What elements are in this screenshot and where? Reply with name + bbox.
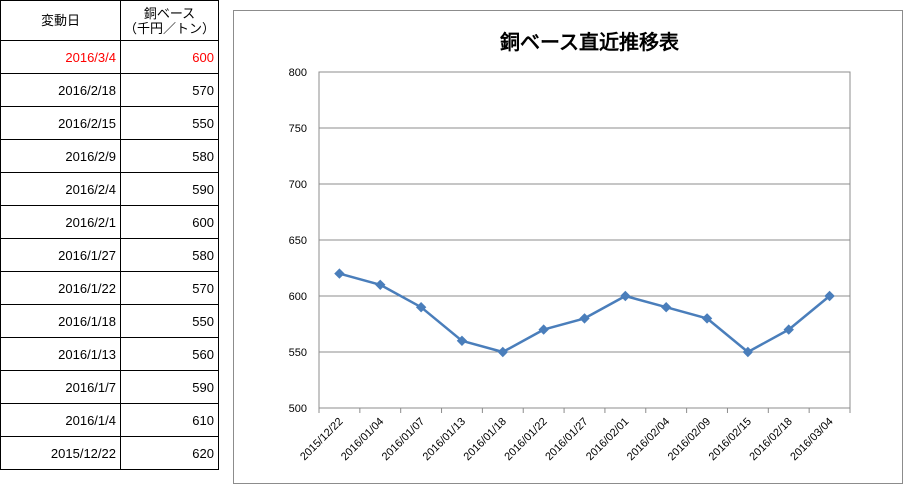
x-tick-label: 2016/01/18 — [462, 416, 509, 463]
data-point-marker — [660, 301, 672, 313]
y-tick-label: 700 — [289, 179, 307, 191]
data-point-marker — [415, 301, 427, 313]
x-tick-label: 2016/01/13 — [421, 416, 468, 463]
row-price: 600 — [120, 40, 219, 74]
table-row: 2016/2/4 590 — [0, 172, 219, 206]
x-tick-label: 2016/02/04 — [625, 416, 672, 463]
y-tick-label: 600 — [289, 291, 307, 303]
row-price: 590 — [120, 172, 219, 206]
table-row: 2016/2/15 550 — [0, 106, 219, 140]
table-row: 2016/1/18 550 — [0, 304, 219, 338]
data-point-marker — [538, 324, 549, 335]
row-date: 2016/2/9 — [0, 139, 121, 173]
y-tick-label: 800 — [289, 67, 307, 79]
row-price: 570 — [120, 271, 219, 305]
row-date: 2016/2/4 — [0, 172, 121, 206]
table-row: 2016/1/7 590 — [0, 370, 219, 404]
table-row-highlighted: 2016/3/4 600 — [0, 40, 219, 74]
price-header-line1: 銅ベース — [143, 5, 196, 21]
x-tick-label: 2016/01/22 — [502, 416, 549, 463]
row-date: 2016/1/18 — [0, 304, 121, 338]
x-tick-label: 2016/02/18 — [747, 416, 794, 463]
row-price: 580 — [120, 238, 219, 272]
data-point-marker — [375, 279, 386, 291]
data-point-marker — [579, 313, 590, 324]
data-point-marker — [334, 268, 345, 279]
row-date: 2016/2/15 — [0, 106, 121, 140]
table-row: 2016/2/9 580 — [0, 139, 219, 173]
row-price: 590 — [120, 370, 219, 404]
x-tick-label: 2016/01/07 — [380, 416, 427, 463]
table-row: 2016/1/4 610 — [0, 403, 219, 437]
row-price: 580 — [120, 139, 219, 173]
row-price: 570 — [120, 73, 219, 107]
chart-area: 銅ベース直近推移表 500 550 600 650 700 750 800 2015/12/22… — [233, 10, 903, 484]
row-price: 600 — [120, 205, 219, 239]
x-tick-label: 2016/03/04 — [788, 416, 835, 463]
price-column-header: 銅ベース （千円／トン） — [120, 0, 219, 41]
row-date: 2015/12/22 — [0, 436, 121, 470]
row-date: 2016/1/27 — [0, 238, 121, 272]
table-body: 2016/3/4 600 2016/2/18 570 2016/2/15 550 2016/… — [0, 40, 219, 470]
row-price: 560 — [120, 337, 219, 371]
y-tick-label: 750 — [289, 123, 307, 135]
price-header-line2: （千円／トン） — [123, 20, 215, 36]
x-tick-label: 2016/01/27 — [543, 416, 590, 463]
chart-title: 銅ベース直近推移表 — [500, 30, 680, 54]
row-date: 2016/2/1 — [0, 205, 121, 239]
table-row: 2015/12/22 620 — [0, 436, 219, 470]
table-row: 2016/2/1 600 — [0, 205, 219, 239]
series-line — [339, 272, 831, 354]
y-tick-label: 650 — [289, 235, 307, 247]
line-chart: 銅ベース直近推移表 500 550 600 650 700 750 800 2015/12/22… — [289, 30, 851, 463]
x-tick-label: 2016/01/04 — [339, 416, 386, 463]
row-date: 2016/1/7 — [0, 370, 121, 404]
row-date: 2016/1/4 — [0, 403, 121, 437]
row-price: 550 — [120, 106, 219, 140]
table-header-row: 変動日 銅ベース （千円／トン） — [0, 0, 219, 41]
row-date: 2016/1/13 — [0, 337, 121, 371]
x-tick-label: 2015/12/22 — [298, 416, 345, 463]
x-tick-label: 2016/02/01 — [584, 416, 631, 463]
row-price: 550 — [120, 304, 219, 338]
x-tick-label: 2016/02/15 — [707, 416, 754, 463]
data-point-marker — [456, 335, 468, 347]
data-point-marker — [701, 313, 713, 324]
row-date: 2016/1/22 — [0, 271, 121, 305]
data-point-marker — [824, 290, 835, 302]
x-tick-label: 2016/02/09 — [666, 416, 713, 463]
table-row: 2016/1/27 580 — [0, 238, 219, 272]
row-price: 610 — [120, 403, 219, 437]
data-point-marker — [497, 346, 509, 358]
row-date: 2016/3/4 — [0, 40, 121, 74]
data-point-marker — [620, 290, 631, 302]
data-point-marker — [742, 346, 754, 358]
date-column-header: 変動日 — [0, 0, 121, 41]
row-price: 620 — [120, 436, 219, 470]
data-point-marker — [783, 324, 794, 335]
row-date: 2016/2/18 — [0, 73, 121, 107]
y-tick-label: 550 — [289, 347, 307, 359]
table-row: 2016/2/18 570 — [0, 73, 219, 107]
price-table: 変動日 銅ベース （千円／トン） 2016/3/4 600 2016/2/18 570… — [0, 0, 219, 470]
table-row: 2016/1/22 570 — [0, 271, 219, 305]
table-row: 2016/1/13 560 — [0, 337, 219, 371]
y-tick-label: 500 — [289, 403, 307, 415]
